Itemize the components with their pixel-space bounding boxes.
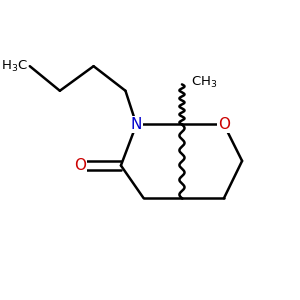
Text: H$_3$C: H$_3$C (1, 58, 28, 74)
Text: N: N (131, 117, 142, 132)
Text: CH$_3$: CH$_3$ (191, 75, 218, 90)
Text: O: O (218, 117, 230, 132)
Text: O: O (74, 158, 86, 173)
